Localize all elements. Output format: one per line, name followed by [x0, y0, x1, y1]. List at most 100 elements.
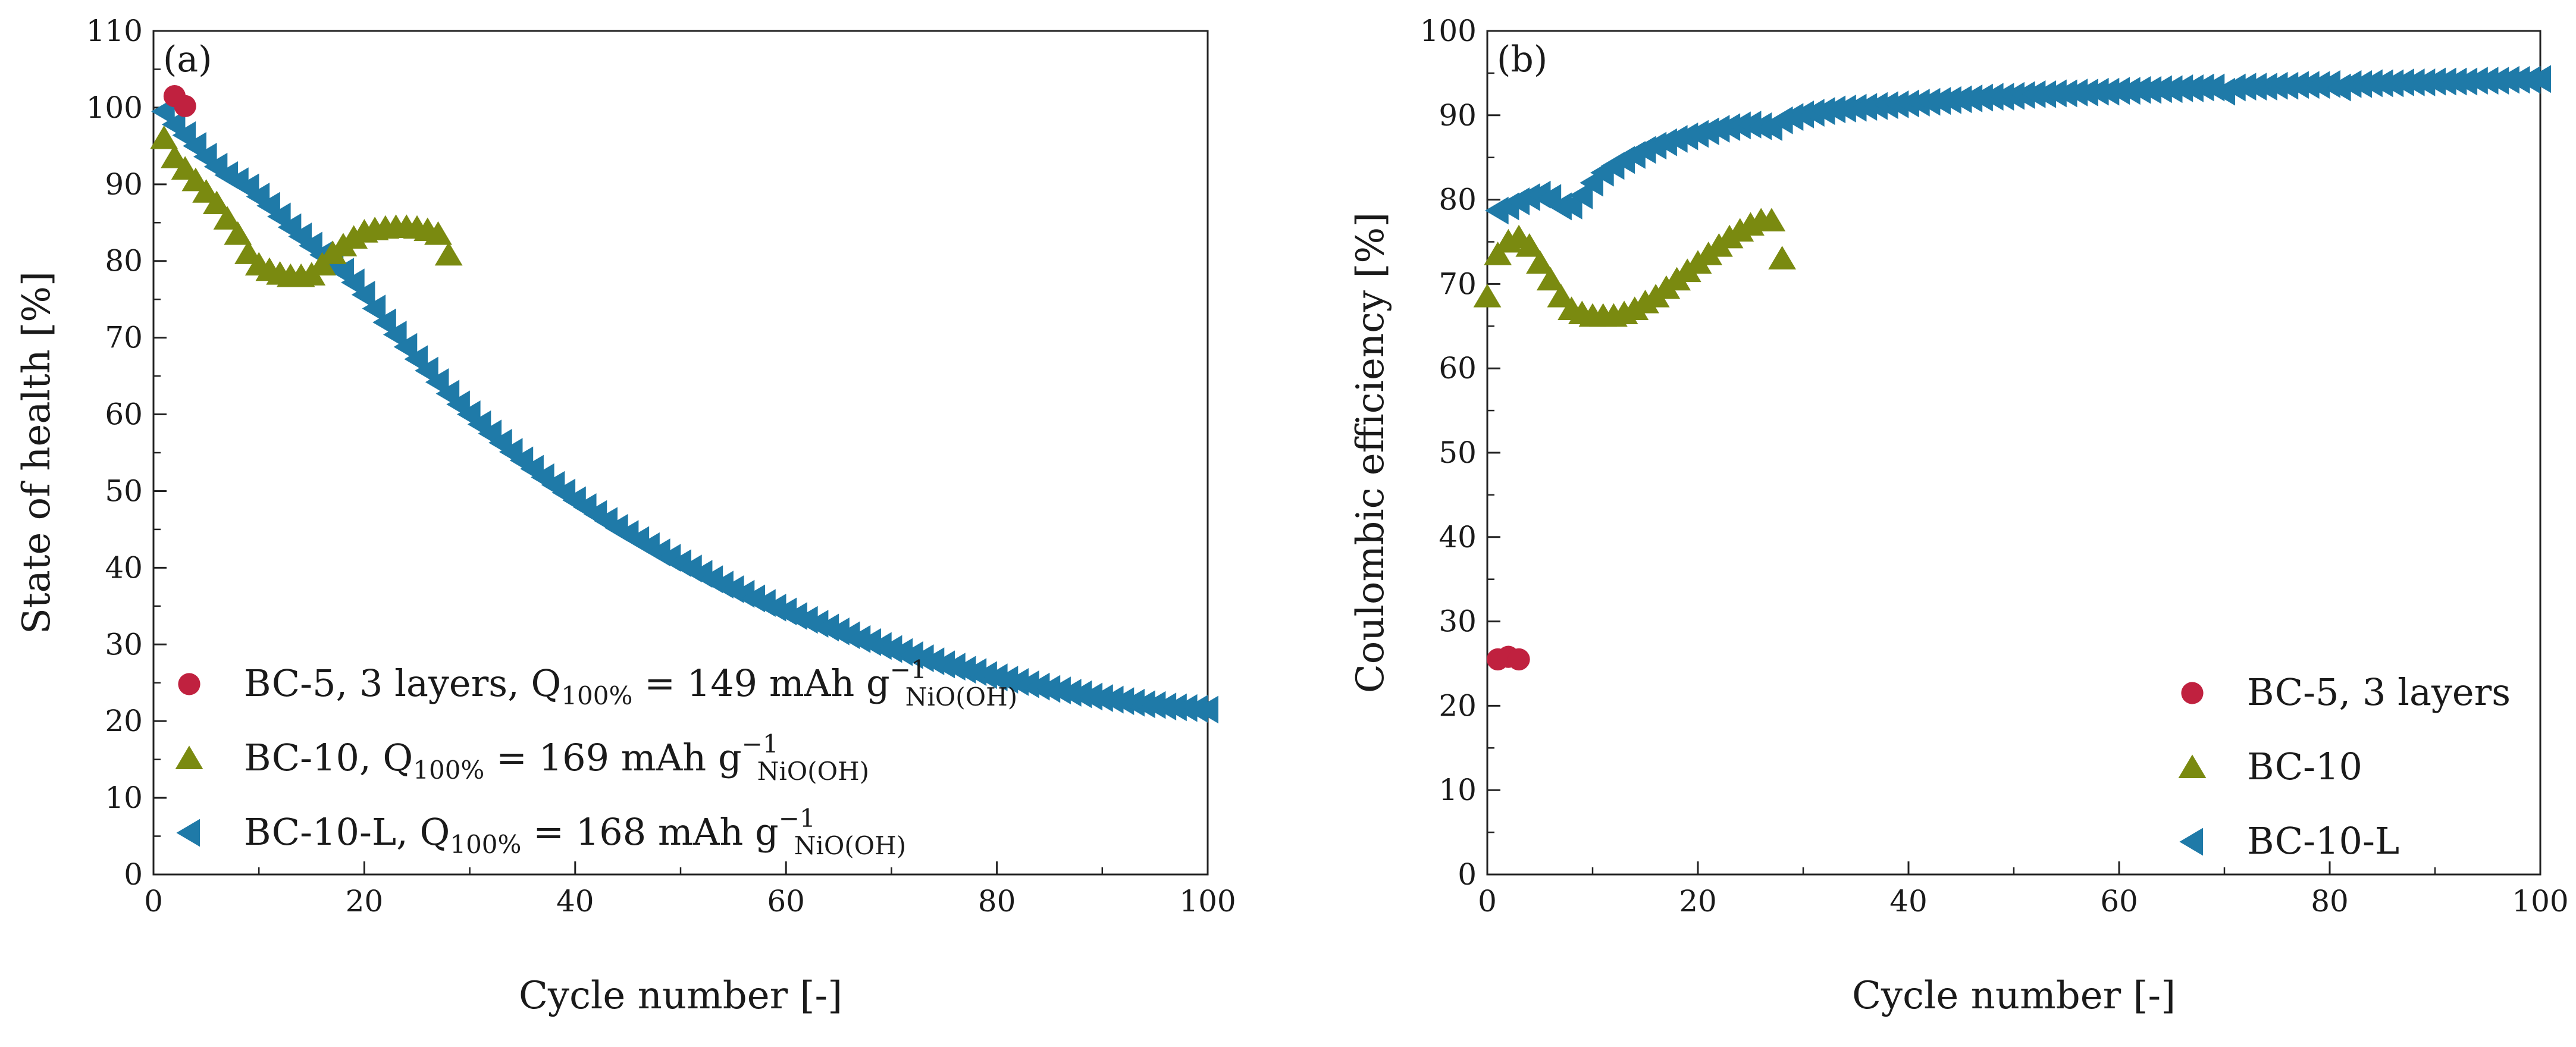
data-point: [1152, 692, 1177, 721]
legend: BC-5, 3 layers BC-10 BC-10-L: [2178, 670, 2511, 863]
data-point: [1726, 218, 1754, 242]
data-point: [224, 221, 252, 245]
y-tick-label: 110: [86, 14, 143, 48]
y-tick-label: 40: [1439, 520, 1477, 554]
data-point: [415, 356, 438, 385]
y-tick-label: 60: [1439, 351, 1477, 385]
data-point: [1832, 95, 1856, 123]
data-point: [1885, 90, 1909, 118]
data-point: [1036, 675, 1061, 703]
x-tick-label: 100: [1179, 884, 1236, 919]
panel-a-state-of-health: 0 20 40 60 80 100 0 10 20 30 40 50 60 70 80 90 100 110 Cyc…: [15, 14, 1236, 1018]
data-point: [2053, 79, 2077, 108]
data-point: [1047, 676, 1071, 705]
y-tick-label: 10: [105, 780, 143, 815]
data-point: [1515, 233, 1544, 257]
data-point: [2117, 77, 2141, 105]
data-point: [1875, 91, 1898, 120]
y-tick-label: 10: [1439, 773, 1477, 807]
data-point: [1842, 93, 1867, 122]
data-point: [1790, 100, 1814, 128]
x-tick-label: 40: [1889, 884, 1928, 919]
y-axis-title: State of health [%]: [15, 271, 59, 634]
data-point: [1026, 672, 1050, 701]
data-point: [2011, 81, 2035, 109]
panel-label: (a): [163, 39, 212, 80]
data-point: [2411, 68, 2436, 96]
data-point: [1058, 679, 1082, 707]
y-axis-title: Coulombic efficiency [%]: [1349, 212, 1393, 693]
data-point: [1569, 181, 1593, 209]
legend-entry: BC-5, 3 layers, Q100% = 149 mAh g−1 NiO(O…: [244, 655, 1017, 711]
x-tick-label: 0: [144, 884, 163, 919]
data-point: [1757, 208, 1786, 232]
y-tick-label: 30: [105, 627, 143, 662]
data-point: [2158, 75, 2183, 104]
data-point: [1016, 670, 1039, 698]
legend-marker: [178, 673, 200, 695]
data-point: [973, 661, 997, 689]
data-point: [1526, 250, 1554, 274]
data-point: [1779, 103, 1804, 131]
data-point: [2306, 71, 2330, 99]
data-point: [1163, 693, 1187, 722]
data-point: [1089, 684, 1113, 712]
data-point: [404, 345, 428, 374]
data-point: [1737, 110, 1762, 139]
y-tick-label: 20: [1439, 688, 1477, 723]
data-point: [1674, 122, 1698, 151]
data-point: [952, 656, 976, 684]
data-point: [1948, 85, 1972, 114]
data-point: [202, 190, 231, 215]
data-point: [2254, 73, 2277, 101]
x-tick-label: 80: [2311, 884, 2349, 919]
x-tick-label: 60: [2100, 884, 2138, 919]
data-point: [1079, 682, 1103, 711]
data-point: [931, 650, 955, 679]
data-point: [1938, 86, 1961, 114]
data-point: [2485, 67, 2509, 95]
data-point: [1110, 687, 1135, 716]
data-point: [2074, 79, 2098, 106]
data-point: [424, 221, 452, 245]
data-point: [1068, 680, 1092, 709]
data-point: [1516, 183, 1540, 211]
legend-entry: BC-10, Q100% = 169 mAh g−1 NiO(OH): [244, 729, 869, 786]
data-point: [2095, 77, 2120, 106]
data-point: [1195, 695, 1218, 724]
legend-entry: BC-5, 3 layers: [2247, 670, 2511, 714]
y-tick-label: 80: [105, 244, 143, 278]
data-point: [1916, 87, 1941, 116]
data-point: [1895, 89, 1919, 118]
data-point: [341, 268, 365, 297]
data-point: [1473, 284, 1502, 308]
data-point: [1990, 83, 2014, 111]
y-tick-label: 40: [105, 550, 143, 585]
series-bc-10-l: [1485, 65, 2551, 225]
data-point: [1958, 84, 1983, 112]
data-point: [1005, 668, 1029, 696]
legend-entry: BC-10-L, Q100% = 168 mAh g−1 NiO(OH): [244, 804, 906, 860]
data-point: [1748, 112, 1772, 140]
x-tick-label: 20: [1679, 884, 1717, 919]
y-tick-label: 90: [105, 167, 143, 202]
data-point: [2348, 70, 2373, 98]
y-tick-label: 50: [105, 474, 143, 508]
data-point: [2001, 81, 2025, 110]
y-tick-label: 70: [105, 321, 143, 355]
series-bc-10: [1473, 208, 1796, 327]
x-tick-label: 0: [1478, 884, 1497, 919]
legend: BC-5, 3 layers, Q100% = 149 mAh g−1 NiO(O…: [175, 655, 1017, 860]
data-point: [2138, 76, 2162, 104]
data-point: [2222, 73, 2246, 102]
y-tick-label: 50: [1439, 435, 1477, 470]
data-point: [1906, 89, 1930, 117]
data-point: [1716, 113, 1741, 142]
data-point: [1536, 267, 1565, 291]
data-point: [984, 663, 1008, 692]
data-point: [1547, 284, 1575, 308]
data-point: [2453, 67, 2478, 96]
data-point: [150, 125, 178, 149]
data-point: [1822, 95, 1846, 124]
y-tick-label: 100: [1420, 14, 1477, 48]
